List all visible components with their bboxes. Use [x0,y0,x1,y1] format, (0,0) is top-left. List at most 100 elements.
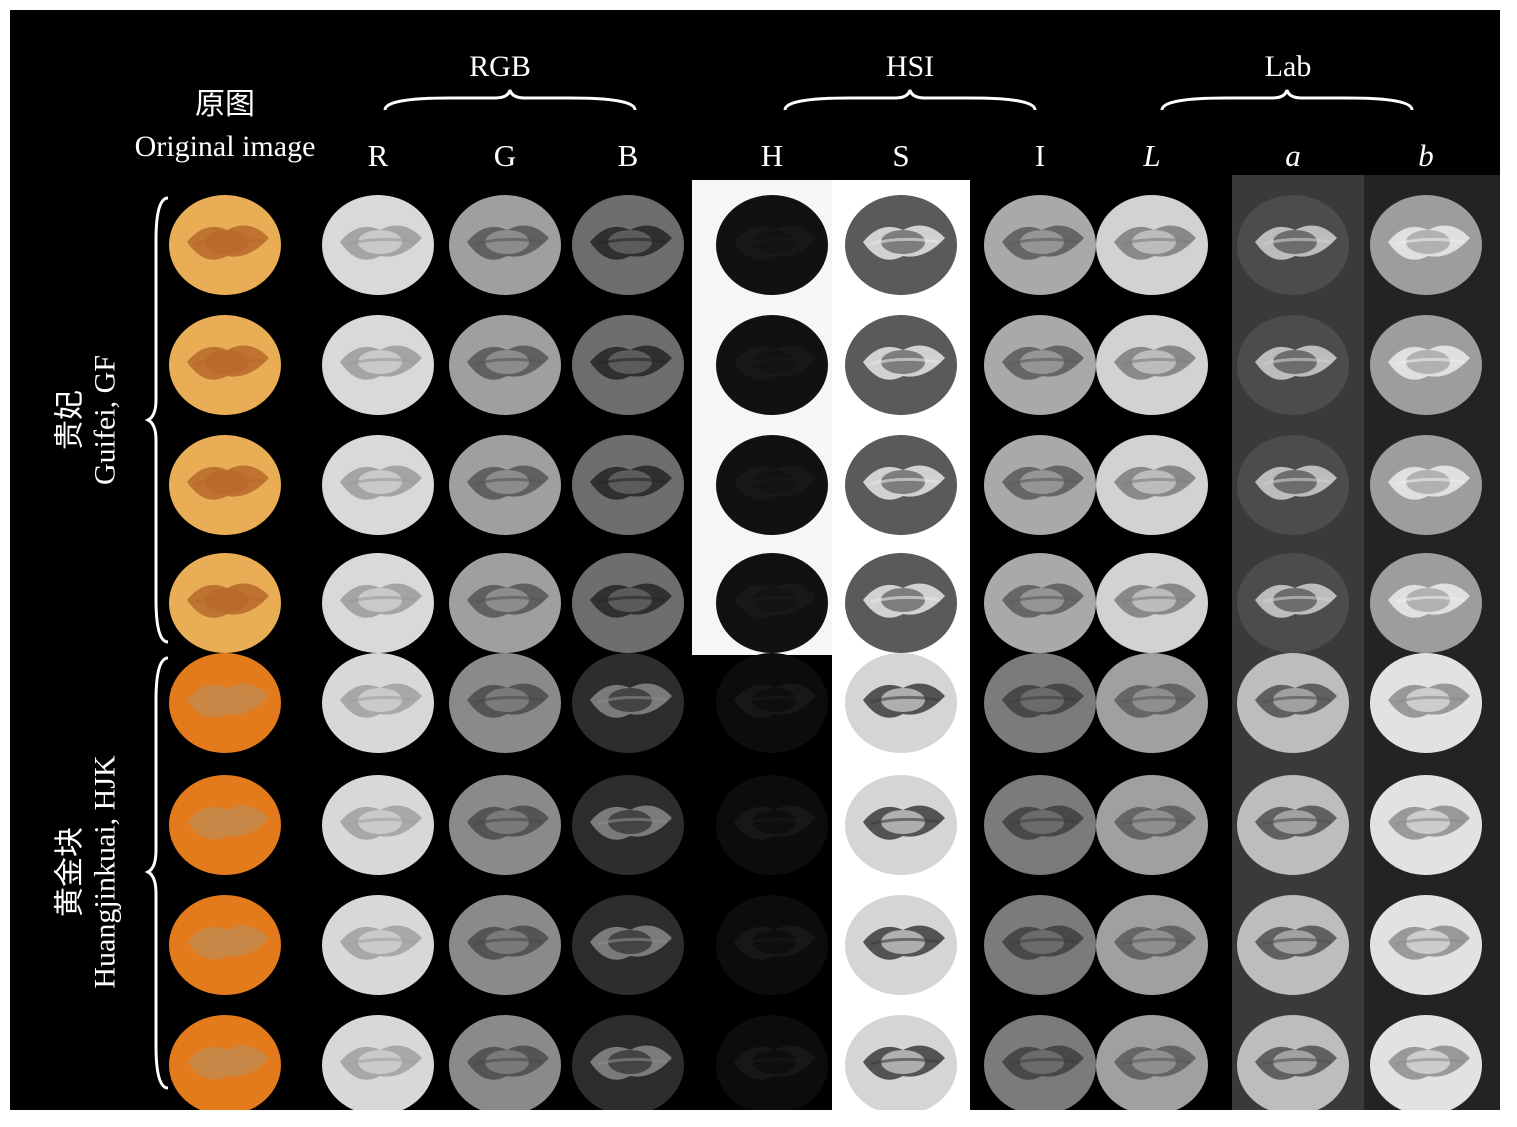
channel-image-a [1233,548,1353,658]
channel-image-b [568,770,688,880]
channel-image-h [712,770,832,880]
channel-image-a [1233,1010,1353,1110]
channel-image-i [980,430,1100,540]
original-fruit-image [165,890,285,1000]
group-title-lab: Lab [1264,50,1312,83]
variety-label-gf-english: Guifei, GF [88,355,121,485]
channel-image-s [841,890,961,1000]
variety-label-hjk-chinese: 黄金块 [53,827,87,917]
channel-image-h [712,548,832,658]
group-title-hsi: HSI [885,50,935,83]
variety-label-gf: 贵妃 Guifei, GF [54,355,123,485]
channel-image-b [568,548,688,658]
channel-image-b [1366,770,1486,880]
variety-label-hjk-english: Huangjinkuai, HJK [88,755,121,989]
channel-image-l [1092,770,1212,880]
channel-label-b-lab: b [1418,138,1434,173]
channel-image-g [445,548,565,658]
channel-image-l [1092,430,1212,540]
rgb-group-brace [383,89,637,111]
channel-image-g [445,190,565,300]
gf-row-brace [144,196,169,644]
channel-image-h [712,648,832,758]
channel-image-a [1233,890,1353,1000]
channel-image-b [1366,430,1486,540]
channel-label-l: L [1143,138,1161,173]
channel-image-r [318,310,438,420]
original-fruit-image [165,310,285,420]
channel-label-h: H [760,138,784,173]
channel-image-i [980,1010,1100,1110]
lab-group-brace [1160,89,1414,111]
channel-image-r [318,430,438,540]
channel-image-g [445,1010,565,1110]
channel-label-r: R [367,138,389,173]
channel-image-r [318,770,438,880]
original-image-title-chinese: 原图 [195,88,255,121]
channel-image-l [1092,310,1212,420]
channel-image-b [568,1010,688,1110]
original-fruit-image [165,430,285,540]
channel-image-a [1233,770,1353,880]
channel-image-l [1092,890,1212,1000]
channel-image-l [1092,548,1212,658]
channel-image-h [712,1010,832,1110]
channel-image-a [1233,648,1353,758]
channel-image-b [568,890,688,1000]
channel-label-g: G [493,138,517,173]
variety-label-hjk: 黄金块 Huangjinkuai, HJK [54,755,123,988]
channel-image-i [980,190,1100,300]
channel-image-b [1366,548,1486,658]
braces-overlay [144,89,1414,1090]
channel-image-g [445,430,565,540]
channel-image-l [1092,1010,1212,1110]
channel-image-b [568,190,688,300]
original-image-title-english: Original image [134,130,316,163]
original-fruit-image [165,648,285,758]
channel-image-i [980,310,1100,420]
channel-image-s [841,1010,961,1110]
channel-image-g [445,648,565,758]
hsi-group-brace [783,89,1037,111]
hjk-row-brace [144,656,169,1090]
channel-image-g [445,770,565,880]
channel-image-r [318,890,438,1000]
channel-image-a [1233,190,1353,300]
channel-image-h [712,430,832,540]
channel-image-s [841,310,961,420]
channel-image-i [980,548,1100,658]
channel-image-b [1366,648,1486,758]
channel-image-b [568,430,688,540]
channel-label-a: a [1285,138,1301,173]
channel-label-b: B [617,138,639,173]
channel-image-r [318,548,438,658]
channel-image-i [980,648,1100,758]
channel-image-b [1366,310,1486,420]
channel-image-r [318,190,438,300]
channel-image-b [1366,1010,1486,1110]
figure-panel: 原图 Original image RGB HSI Lab R G B H S … [10,10,1500,1110]
channel-label-i: I [1034,138,1046,173]
group-title-rgb: RGB [469,50,531,83]
channel-image-a [1233,430,1353,540]
channel-image-l [1092,190,1212,300]
channel-image-s [841,548,961,658]
original-fruit-image [165,770,285,880]
channel-image-r [318,1010,438,1110]
channel-image-h [712,190,832,300]
variety-label-gf-chinese: 贵妃 [53,390,87,450]
channel-image-i [980,770,1100,880]
channel-image-s [841,648,961,758]
channel-image-b [1366,890,1486,1000]
channel-image-g [445,890,565,1000]
channel-image-s [841,770,961,880]
channel-image-b [1366,190,1486,300]
channel-image-b [568,648,688,758]
channel-image-a [1233,310,1353,420]
original-fruit-image [165,1010,285,1110]
channel-image-r [318,648,438,758]
channel-image-g [445,310,565,420]
channel-image-b [568,310,688,420]
channel-image-s [841,190,961,300]
